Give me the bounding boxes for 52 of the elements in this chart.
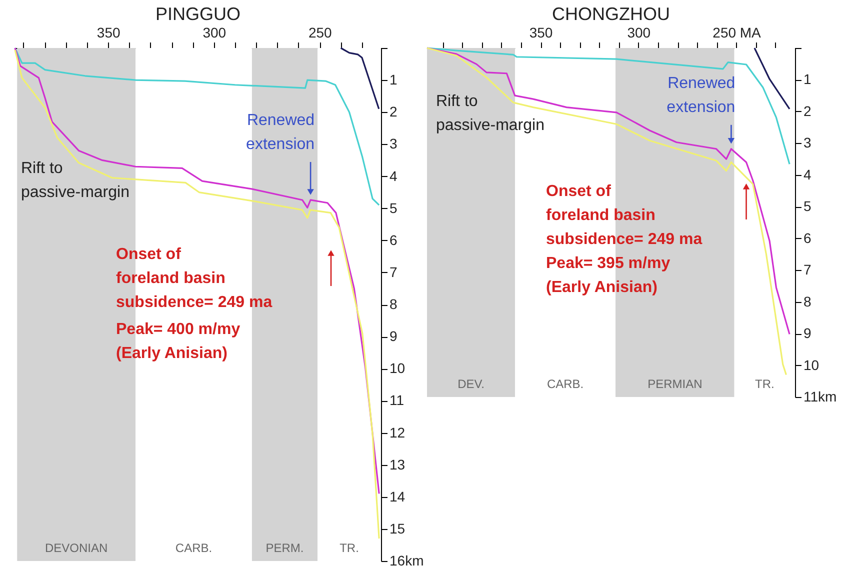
y-tick-label: 12: [390, 424, 406, 440]
annotation: Renewed extension: [246, 112, 315, 153]
y-tick-label: 6: [390, 232, 398, 248]
y-tick-label: 13: [390, 456, 406, 472]
band-label: DEV.: [458, 377, 484, 391]
y-tick-label: 7: [804, 262, 812, 278]
y-tick-label: 8: [804, 293, 812, 310]
y-tick-label: 16km: [390, 552, 424, 568]
band-label: TR.: [340, 541, 359, 555]
y-tick-label: 14: [390, 488, 406, 504]
y-tick-label: 2: [390, 104, 398, 120]
annotation: Rift to passive-margin: [21, 160, 130, 201]
annotation: Peak= 400 m/my (Early Anisian): [116, 321, 240, 362]
y-tick-label: 1: [390, 72, 398, 88]
x-tick-label: 300: [627, 24, 651, 40]
y-tick-label: 11: [390, 392, 404, 408]
x-tick-label: 250: [308, 24, 332, 40]
band-label: DEVONIAN: [45, 541, 108, 555]
y-tick-label: 7: [390, 264, 398, 280]
annotation: Renewed extension: [666, 74, 736, 116]
y-tick-label: 1: [804, 71, 812, 88]
y-tick-label: 5: [390, 200, 398, 216]
y-tick-label: 9: [390, 328, 398, 344]
y-tick-label: 2: [804, 102, 812, 119]
y-tick-label: 5: [804, 198, 812, 214]
y-tick-label: 15: [390, 520, 406, 536]
y-tick-label: 8: [390, 296, 398, 312]
x-tick-label: 350: [96, 24, 120, 40]
y-tick-label: 3: [390, 136, 398, 152]
chart-title: CHONGZHOU: [552, 4, 670, 24]
y-tick-label: 10: [390, 360, 406, 376]
band-label: CARB.: [546, 377, 584, 391]
y-tick-label: 4: [804, 166, 812, 182]
y-tick-label: 11km: [804, 388, 837, 404]
line-series: [340, 47, 380, 110]
x-tick-label: 350: [529, 24, 553, 40]
band-label: PERM.: [266, 541, 304, 555]
y-tick-label: 4: [390, 168, 398, 184]
chart-title: PINGGUO: [155, 4, 241, 24]
band-label: PERMIAN: [648, 377, 702, 391]
annotation: Onset of foreland basin subsidence= 249 ma: [116, 246, 272, 311]
annotation: Rift to passive-margin: [436, 93, 544, 134]
y-tick-label: 10: [804, 356, 820, 373]
band-label: TR.: [754, 377, 774, 391]
annotation: Onset of foreland basin subsidence= 249 ma: [546, 183, 702, 248]
y-tick-label: 9: [804, 325, 812, 342]
x-tick-label: 250 MA: [712, 24, 762, 40]
band-label: CARB.: [175, 541, 212, 555]
y-tick-label: 6: [804, 230, 812, 246]
annotation: Peak= 395 m/my (Early Anisian): [546, 255, 670, 296]
x-tick-label: 300: [202, 24, 226, 40]
y-tick-label: 3: [804, 134, 812, 151]
